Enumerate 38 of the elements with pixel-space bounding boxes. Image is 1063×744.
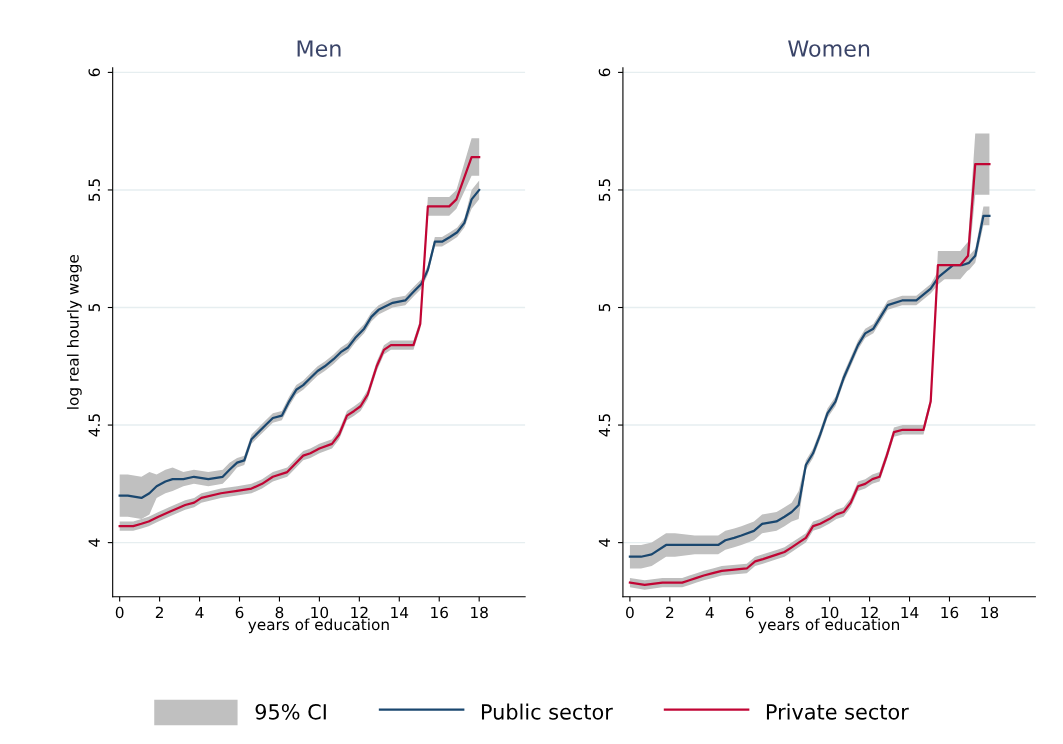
y-tick-label: 4 — [88, 538, 100, 547]
x-tick-label: 2 — [155, 606, 163, 619]
y-tick-label: 4 — [598, 538, 611, 547]
x-tick-label: 8 — [275, 606, 284, 619]
text: 95% CI — [255, 703, 326, 720]
x-tick-label: 18 — [471, 606, 488, 619]
legend-label: Private sector — [766, 703, 909, 720]
x-axis-title: years of education — [248, 618, 389, 634]
y-tick-label: 5.5 — [88, 179, 100, 201]
x-tick-label: 4 — [705, 606, 714, 619]
x-tick-label: 10 — [821, 606, 839, 619]
x-tick-label: 2 — [666, 606, 674, 619]
x-tick-label: 16 — [431, 606, 448, 619]
x-tick-label: 6 — [745, 606, 754, 619]
y-tick-label: 4.5 — [598, 414, 611, 437]
legend-label: Public sector — [481, 703, 613, 720]
x-tick-label: 14 — [901, 606, 919, 619]
x-tick-label: 10 — [311, 606, 329, 619]
x-tick-label: 18 — [981, 606, 999, 619]
y-tick-label: 6 — [598, 68, 611, 77]
y-tick-label: 5 — [598, 303, 611, 312]
x-tick-label: 14 — [391, 606, 409, 619]
x-tick-label: 0 — [115, 606, 124, 619]
y-tick-label: 5 — [88, 303, 100, 312]
y-axis-title: log real hourly wage — [66, 254, 82, 409]
x-tick-label: 8 — [785, 606, 794, 619]
x-tick-label: 12 — [861, 606, 878, 619]
chart-title: Women — [788, 40, 870, 57]
y-tick-label: 4.5 — [88, 414, 100, 437]
x-tick-label: 16 — [941, 606, 959, 619]
x-axis-title: years of education — [758, 618, 899, 634]
x-tick-label: 4 — [195, 606, 204, 619]
y-tick-label: 6 — [88, 68, 100, 77]
x-tick-label: 6 — [235, 606, 244, 619]
x-tick-label: 0 — [626, 606, 634, 619]
x-tick-label: 12 — [351, 606, 368, 619]
y-tick-label: 5.5 — [598, 179, 611, 201]
chart-title: Men — [297, 40, 341, 57]
